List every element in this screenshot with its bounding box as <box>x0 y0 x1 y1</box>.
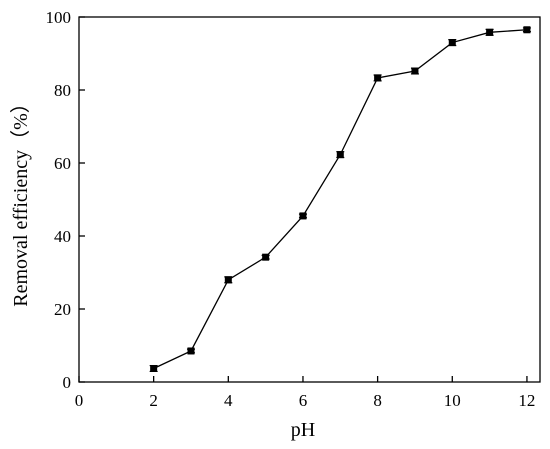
data-point <box>523 26 531 34</box>
data-point <box>187 347 195 355</box>
y-tick-label: 0 <box>63 373 72 392</box>
data-point <box>150 364 158 372</box>
data-line <box>153 29 527 370</box>
data-point <box>486 28 494 36</box>
data-point <box>299 212 307 220</box>
y-tick-label: 20 <box>54 300 71 319</box>
data-point <box>262 253 270 261</box>
data-point <box>448 39 456 47</box>
plot-frame <box>78 16 541 383</box>
data-point <box>336 151 344 159</box>
data-point <box>224 276 232 284</box>
y-axis-label: Removal efficiency（%） <box>9 93 32 306</box>
x-tick-label: 10 <box>444 391 461 410</box>
x-tick-label: 2 <box>149 391 158 410</box>
data-point <box>411 67 419 75</box>
y-tick-label: 100 <box>46 8 72 27</box>
x-axis-label: pH <box>291 419 315 441</box>
x-tick-label: 0 <box>75 391 84 410</box>
data-point <box>374 74 382 82</box>
x-tick-label: 4 <box>224 391 233 410</box>
x-tick-label: 8 <box>373 391 382 410</box>
y-tick-label: 60 <box>54 154 71 173</box>
y-tick-label: 40 <box>54 227 71 246</box>
x-tick-label: 12 <box>518 391 535 410</box>
x-tick-label: 6 <box>299 391 308 410</box>
y-tick-label: 80 <box>54 81 71 100</box>
